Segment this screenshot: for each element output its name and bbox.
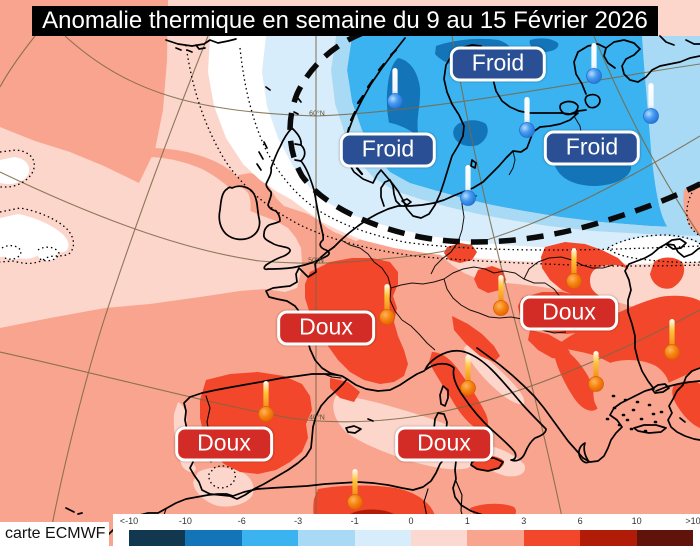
thermometer-warm-icon [566,248,582,289]
thermometer-cold-icon [460,165,476,206]
zone-cool-mid-east [642,36,700,238]
zone-neutral-gibraltar [193,467,254,507]
legend-tick-label: 0 [408,516,414,526]
legend-color-cell [467,530,525,546]
zone-neutral-ireland [218,186,251,237]
thermometer-warm-icon [460,355,476,396]
thermometer-warm-icon [664,319,680,360]
mild-label-doux-1: Doux [277,310,375,346]
legend-tick-label: 1 [464,516,470,526]
legend-tick-label: -1 [350,516,359,526]
thermometer-layer [258,43,680,510]
map-title: Anomalie thermique en semaine du 9 au 15… [32,6,658,36]
thermometer-cold-icon [643,83,659,124]
legend-color-cell [298,530,356,546]
thermometer-warm-icon [258,381,274,422]
mild-label-doux-4: Doux [395,426,493,462]
zone-warm-east-edge [683,184,700,235]
legend-color-cell [185,530,243,546]
graticule-label: 60°N [309,110,325,118]
cold-zone-dashed-outline [287,22,700,245]
legend-tick-label: >10 [685,516,700,526]
mild-label-doux-3: Doux [175,426,273,462]
thermometer-warm-icon [588,351,604,392]
legend-tick-label: 3 [521,516,527,526]
cold-label-froid-1: Froid [449,46,547,82]
legend-color-cell [241,530,299,546]
country-borders [340,115,614,351]
zone-cool-light-strip [262,36,700,250]
legend-tick-label: -10 [178,516,192,526]
legend-color-cell [411,530,468,546]
thermometer-cold-icon [586,43,602,84]
mild-label-doux-2: Doux [520,295,618,331]
legend-color-cell [129,530,186,546]
legend-scale: <-10 -10 -6 -3 -1 0 1 3 6 10 >10 [113,514,700,546]
legend-tick-label: -3 [294,516,303,526]
source-label: carte ECMWF [0,522,109,546]
legend-tick-label: 6 [577,516,583,526]
cold-label-froid-2: Froid [339,132,437,168]
legend-color-cell [523,530,581,546]
zone-pocket-romania [590,264,633,299]
zone-warm-northwest [0,0,168,183]
legend-tick-label: -6 [237,516,246,526]
thermometer-cold-icon [519,97,535,138]
thermometer-warm-icon [347,469,363,510]
legend-color-cell [580,530,638,546]
cold-label-froid-3: Froid [543,130,641,166]
graticule-label: 50°N [308,257,324,265]
zone-pocket-aegean [593,360,670,424]
thermometer-warm-icon [493,275,509,316]
zone-warm-arm [148,148,240,194]
thermometer-cold-icon [387,68,403,109]
legend-tick-label: <-10 [119,516,139,526]
contour-dotted-lines [0,44,700,541]
legend-tick-label: 10 [631,516,642,526]
legend-color-cell [354,530,412,546]
legend-color-cell [636,530,694,546]
graticule-label: 40°N [309,414,325,422]
thermometer-warm-icon [379,284,395,325]
